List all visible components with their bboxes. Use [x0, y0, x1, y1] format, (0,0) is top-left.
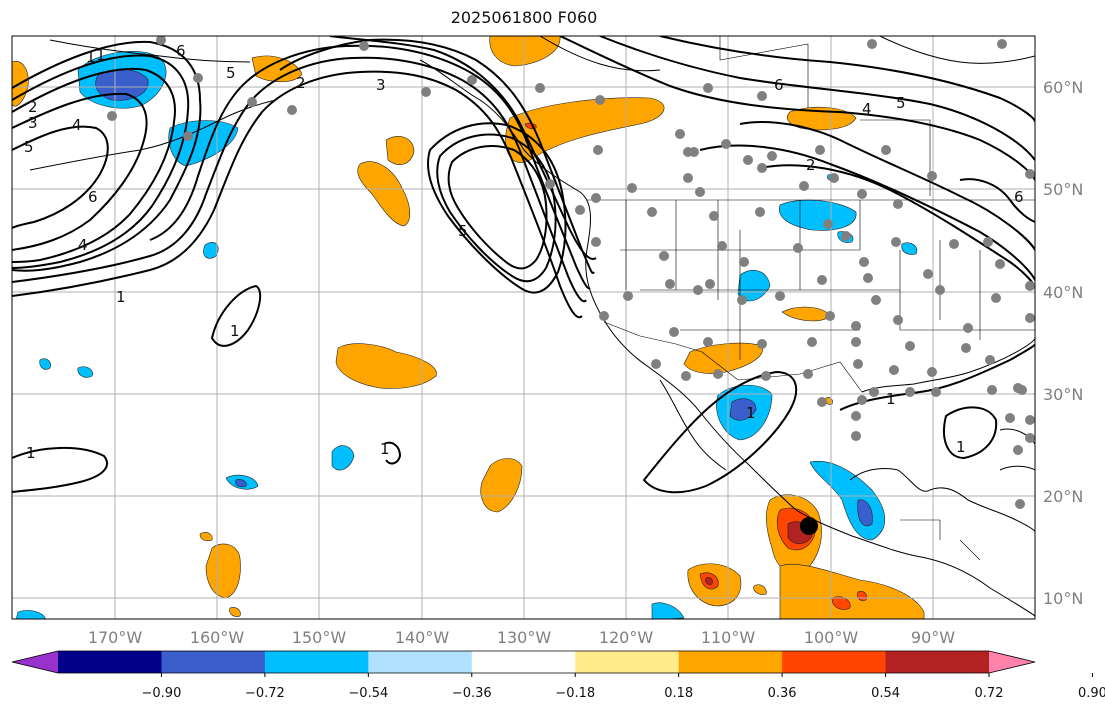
lat-label: 60°N	[1043, 78, 1083, 97]
colorbar-segment	[575, 651, 680, 673]
contour-label: 1	[26, 444, 36, 462]
colorbar-segment	[678, 651, 783, 673]
colorbar-tick-label: −0.72	[245, 686, 285, 701]
colorbar-tick-label: 0.18	[664, 686, 693, 701]
storm-center-marker	[800, 517, 818, 535]
colorbar-segment	[58, 651, 162, 673]
contour-label: 1	[96, 46, 106, 64]
colorbar-extend-low	[12, 651, 58, 673]
contour-label: 3	[28, 114, 38, 132]
plot-frame	[11, 35, 1036, 620]
colorbar-segment	[161, 651, 266, 673]
colorbar-extend-high	[989, 651, 1035, 673]
lat-label: 50°N	[1043, 180, 1083, 199]
coastlines	[29, 36, 1035, 617]
contour-label: 6	[1014, 188, 1024, 206]
contour-lines	[12, 36, 1035, 494]
colorbar-segment	[264, 651, 369, 673]
contour-label: 1	[86, 48, 96, 66]
colorbar-outline	[11, 650, 1036, 674]
lon-label: 130°W	[497, 628, 552, 647]
lat-label: 30°N	[1043, 385, 1083, 404]
colorbar-segment	[782, 651, 887, 673]
contour-label: 5	[896, 94, 906, 112]
contour-label: 2	[296, 74, 306, 92]
contour-label: 1	[886, 390, 896, 408]
lat-label: 10°N	[1043, 589, 1083, 608]
latitude-labels: 60°N 50°N 40°N 30°N 20°N 10°N	[1043, 78, 1083, 608]
lon-label: 170°W	[88, 628, 143, 647]
lon-label: 100°W	[804, 628, 859, 647]
lon-label: 140°W	[395, 628, 450, 647]
colorbar-segment	[471, 651, 576, 673]
longitude-labels: 170°W 160°W 150°W 140°W 130°W 120°W 110°…	[88, 628, 955, 647]
lon-label: 110°W	[701, 628, 756, 647]
lon-label: 160°W	[190, 628, 245, 647]
contour-label: 2	[806, 156, 816, 174]
contour-label: 1	[956, 438, 966, 456]
contour-label: 6	[774, 76, 784, 94]
contour-label: 4	[72, 116, 82, 134]
lat-label: 40°N	[1043, 283, 1083, 302]
contour-label: 1	[380, 440, 390, 458]
colorbar-tick-label: −0.54	[348, 686, 388, 701]
colorbar	[11, 650, 1036, 674]
contour-label: 6	[88, 188, 98, 206]
colorbar-tick-label: −0.18	[555, 686, 595, 701]
colorbar-tick-label: 0.90	[1078, 686, 1105, 701]
map-title: 2025061800 F060	[450, 8, 598, 27]
lon-label: 150°W	[292, 628, 347, 647]
contour-label: 5	[458, 222, 468, 240]
contour-label: 4	[78, 236, 88, 254]
contour-label: 1	[116, 288, 126, 306]
shaded-fields	[12, 36, 925, 619]
lon-label: 120°W	[599, 628, 654, 647]
colorbar-tick-label: −0.90	[142, 686, 182, 701]
contour-label: 1	[746, 404, 756, 422]
contour-label: 5	[24, 138, 34, 156]
contour-label: 1	[230, 322, 240, 340]
colorbar-tick-label: −0.36	[452, 686, 492, 701]
colorbar-tick-labels: −0.90 −0.72 −0.54 −0.36 −0.18 0.18 0.36 0.54 0.7…	[142, 673, 1105, 701]
colorbar-tick-label: 0.36	[768, 686, 797, 701]
colorbar-segment	[885, 651, 990, 673]
contour-label: 3	[376, 76, 386, 94]
colorbar-segment	[368, 651, 473, 673]
contour-label: 6	[176, 42, 186, 60]
colorbar-tick-label: 0.54	[871, 686, 900, 701]
station-markers	[107, 36, 1035, 509]
contour-label: 5	[226, 64, 236, 82]
colorbar-tick-label: 0.72	[975, 686, 1004, 701]
contour-label-group: 1 1 1 1 2 2 3 3 4 4 4 5 5 5 6 6 6 6 1 1 …	[24, 42, 1024, 462]
lon-label: 90°W	[911, 628, 955, 647]
lat-label: 20°N	[1043, 487, 1083, 506]
contour-label: 4	[862, 100, 872, 118]
contour-label: 2	[28, 98, 38, 116]
